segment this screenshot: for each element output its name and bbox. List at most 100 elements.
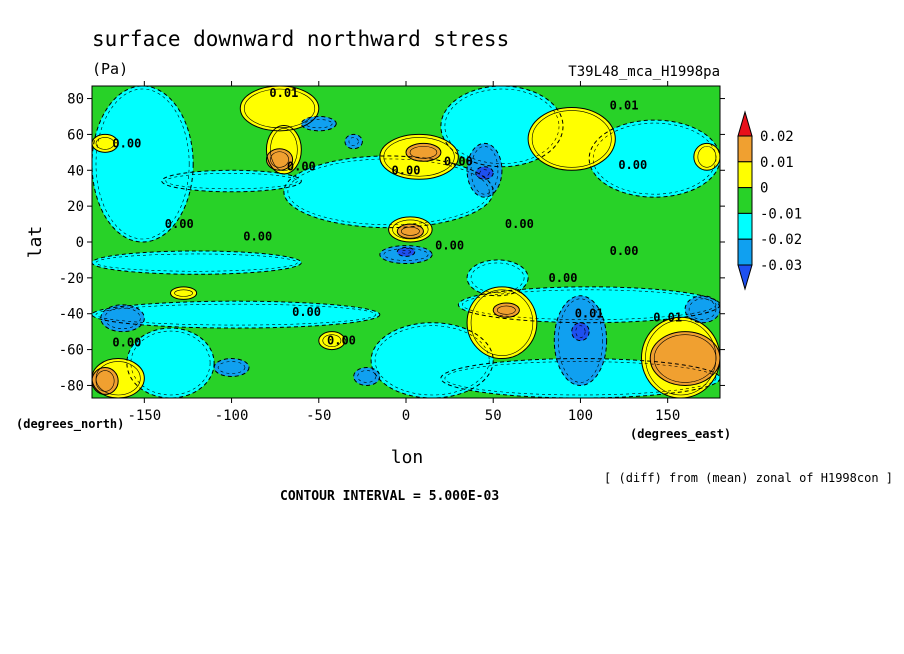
colorbar-label: -0.03 [760,258,802,274]
contour-line [95,303,377,326]
colorbar-label: 0.02 [760,129,794,145]
contour-line [322,334,342,347]
contour-line [300,115,337,132]
contour-line [126,327,215,398]
contour-line [95,137,115,150]
contour-label: 0.00 [327,334,356,348]
y-tick-label: 40 [67,163,84,179]
contour-interval: CONTOUR INTERVAL = 5.000E-03 [280,489,499,504]
contour-line [388,216,433,243]
contour-label: 0.01 [653,310,682,324]
chart-title: surface downward northward stress [92,27,509,51]
contour-region [161,170,302,192]
contour-line [383,137,455,177]
contour-region [170,286,197,300]
contour-line [470,289,534,356]
contour-line [217,361,246,374]
contour-label: 0.00 [165,217,194,231]
contour-line [466,259,529,297]
contour-line [693,142,720,171]
contour-line [92,133,119,153]
contour-line [239,86,320,132]
contour-region [571,322,590,341]
contour-label: 0.00 [392,163,421,177]
contour-line [462,289,717,320]
contour-line [405,142,442,162]
contour-line [470,262,525,294]
contour-line [348,137,359,147]
contour-line [392,219,429,240]
experiment-label: T39L48_mca_H1998pa [568,64,720,80]
contour-line [318,331,346,351]
colorbar-cell [737,110,753,137]
contour-line [470,146,499,195]
x-tick-label: 100 [568,408,593,424]
contour-region [92,367,119,395]
contour-region [126,328,215,398]
y-tick-label: -80 [59,378,84,394]
colorbar-label: -0.01 [760,206,802,222]
contour-line [479,169,490,177]
contour-line [409,146,438,159]
contour-line [400,226,420,236]
x-tick-label: 0 [402,408,410,424]
contour-line [357,370,377,383]
contour-line [379,245,433,265]
contour-region [240,86,319,131]
contour-line [92,86,194,243]
contour-line [287,158,490,225]
contour-label: 0.00 [287,160,316,174]
contour-line [466,142,503,198]
contour-line [553,295,608,386]
contour-region [650,331,720,386]
y-tick-label: 0 [76,235,84,251]
x-tick-label: 150 [655,408,680,424]
contour-region [589,120,720,198]
x-tick-label: -150 [127,408,161,424]
contour-line [557,298,603,383]
contour-label: 0.00 [243,230,272,244]
contour-line [174,289,193,297]
contour-region [693,143,720,171]
colorbar-label: 0 [760,181,768,197]
contour-region [92,86,194,242]
y-tick-label: 80 [67,92,84,108]
contour-line [104,307,141,329]
contour-line [95,253,298,272]
contour-label: 0.01 [610,99,639,113]
contour-line [396,246,416,257]
x-unit-label: (degrees_east) [630,427,731,442]
contour-label: 0.00 [610,244,639,258]
x-tick-label: -50 [306,408,331,424]
contour-region [92,301,380,329]
colorbar-cell [737,187,753,214]
contour-line [374,325,490,396]
contour-line [92,300,381,329]
contour-label: 0.00 [112,335,141,349]
contour-line [130,330,211,396]
contour-line [475,166,494,180]
contour-region [397,247,415,257]
contour-line [531,110,612,168]
contour-region [301,116,337,131]
y-unit-label: (degrees_north) [16,417,124,432]
contour-line [444,361,717,396]
contour-line [170,286,198,300]
contour-line [383,248,429,261]
contour-line [466,286,538,360]
contour-line [697,146,717,168]
contour-region [467,259,529,296]
colorbar-cell [737,135,753,163]
contour-label: 0.01 [575,307,604,321]
contour-labels: 0.01 0.01 0.00 0.00 0.00 0.00 0.00 0.00 0.00 0.00… [112,86,682,349]
contour-region [493,302,520,318]
contour-line [243,88,316,129]
y-tick-label: -40 [59,307,84,323]
contour-region [475,166,494,180]
contour-label: 0.00 [549,271,578,285]
contour-region [100,304,145,332]
contour-line [379,133,459,180]
contour-line [213,358,250,377]
contour-line [265,124,302,175]
